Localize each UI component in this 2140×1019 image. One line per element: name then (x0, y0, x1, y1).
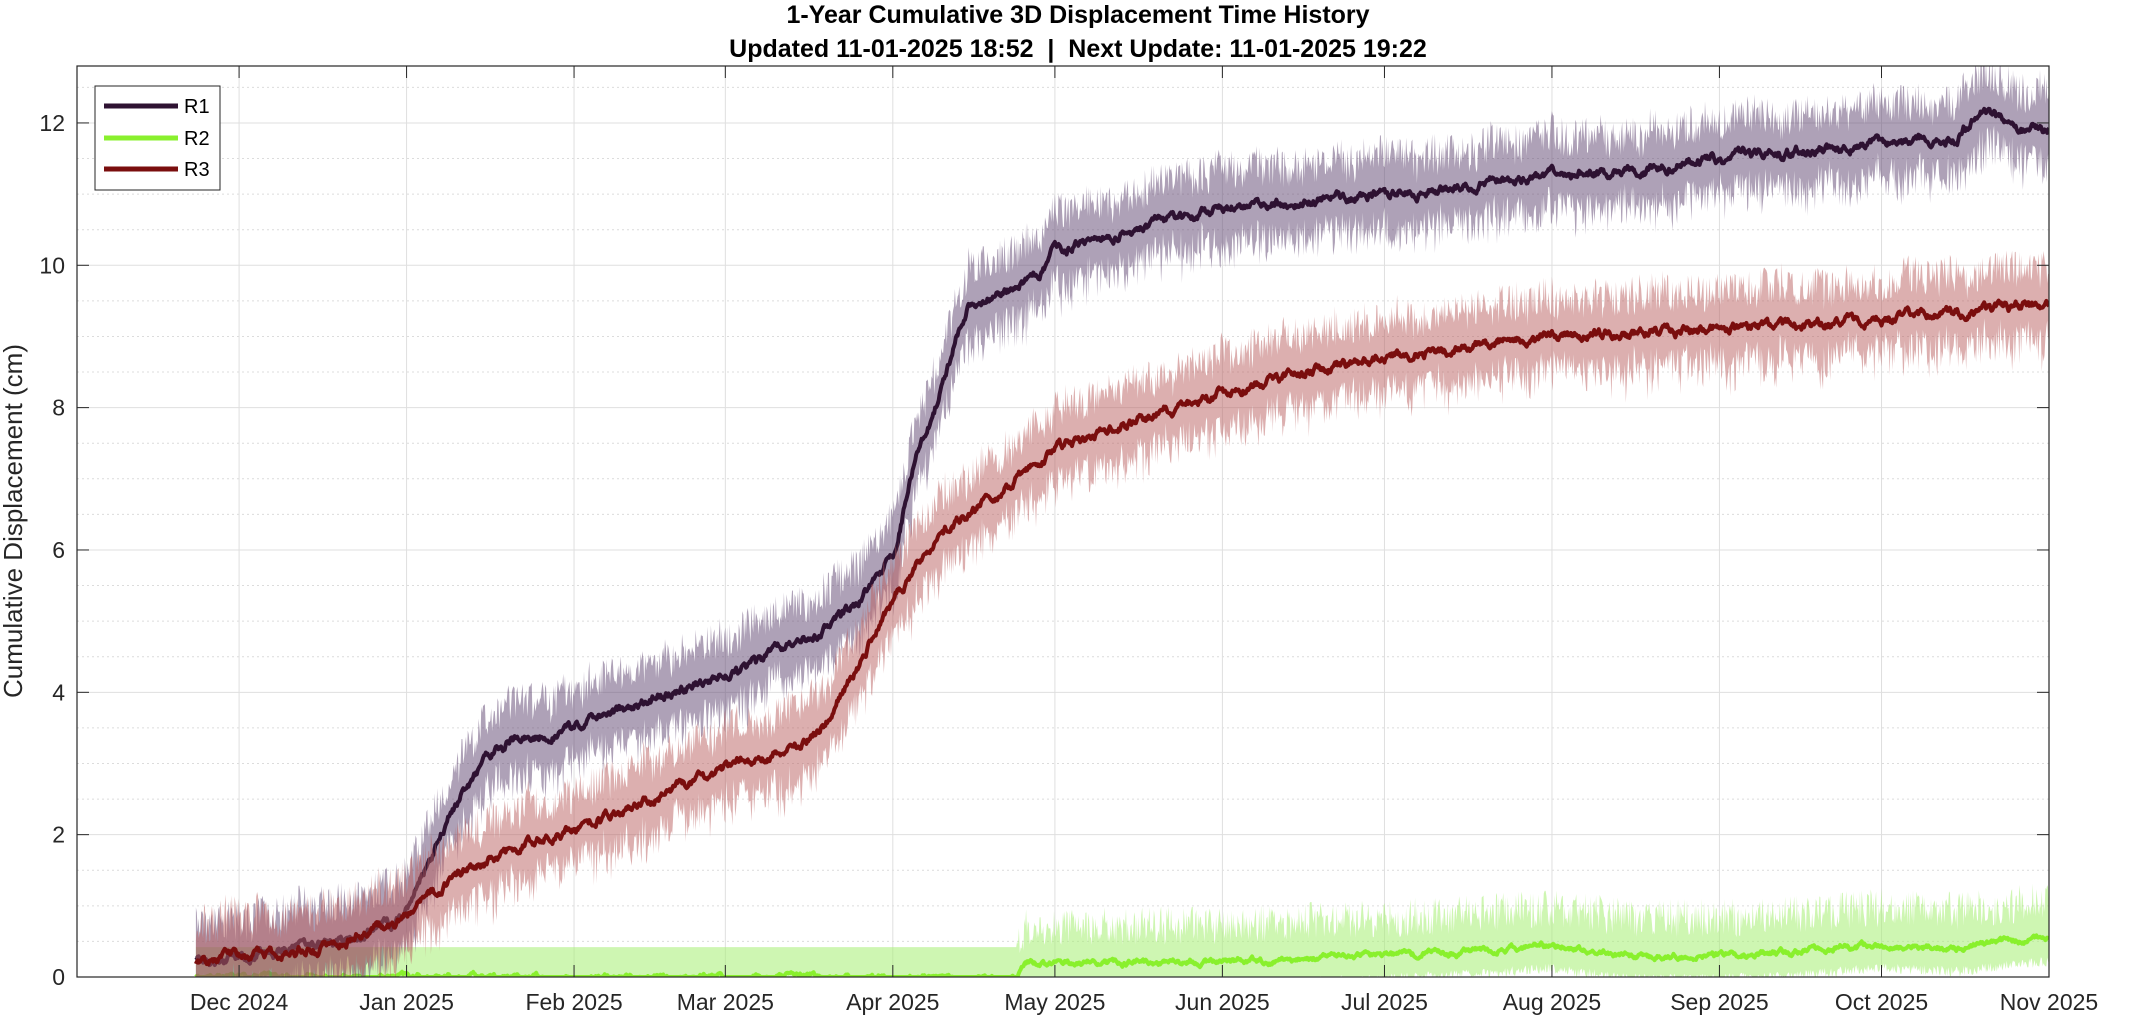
y-tick-label: 8 (52, 395, 65, 421)
x-tick-label: Dec 2024 (190, 989, 289, 1015)
y-tick-label: 4 (52, 679, 65, 705)
y-tick-label: 10 (39, 252, 65, 278)
x-tick-label: Apr 2025 (846, 989, 939, 1015)
x-tick-label: Jun 2025 (1175, 989, 1270, 1015)
y-tick-label: 12 (39, 110, 65, 136)
y-axis-label: Cumulative Displacement (cm) (0, 344, 28, 698)
x-axis-tick-labels: Dec 2024 Jan 2025 Feb 2025 Mar 2025 Apr 2025… (190, 989, 2098, 1015)
plot-frame (76, 65, 2050, 978)
series-line-r1 (194, 106, 2049, 968)
series-band-r1 (195, 66, 2049, 977)
legend-entry-r1: R1 (104, 96, 210, 118)
x-tick-label: Jan 2025 (359, 989, 454, 1015)
x-tick-label: Mar 2025 (677, 989, 774, 1015)
legend: R1 R2 R3 (94, 85, 221, 191)
series-layer (194, 66, 2049, 977)
chart-subtitle: Updated 11-01-2025 18:52 | Next Update: … (729, 35, 1427, 63)
legend-entry-r2: R2 (104, 128, 210, 150)
x-tick-label: Feb 2025 (525, 989, 622, 1015)
y-tick-label: 6 (52, 537, 65, 563)
x-tick-label: Jul 2025 (1341, 989, 1428, 1015)
x-tick-label: May 2025 (1004, 989, 1105, 1015)
series-line-r2 (194, 933, 2049, 977)
x-tick-label: Oct 2025 (1835, 989, 1928, 1015)
chart-title: 1-Year Cumulative 3D Displacement Time H… (786, 1, 1369, 29)
legend-label-r3: R3 (184, 159, 210, 181)
y-tick-label: 0 (52, 964, 65, 990)
legend-entry-r3: R3 (104, 159, 210, 181)
legend-label-r1: R1 (184, 96, 210, 118)
legend-label-r2: R2 (184, 128, 210, 150)
x-tick-label: Nov 2025 (2000, 989, 2098, 1015)
y-axis-tick-labels: 0 2 4 6 8 10 12 (39, 110, 65, 990)
x-tick-label: Aug 2025 (1503, 989, 1601, 1015)
series-line-r3 (194, 298, 2049, 967)
x-tick-label: Sep 2025 (1670, 989, 1768, 1015)
axis-ticks (77, 66, 2050, 978)
plot-area (77, 66, 2049, 977)
y-tick-label: 2 (52, 822, 65, 848)
